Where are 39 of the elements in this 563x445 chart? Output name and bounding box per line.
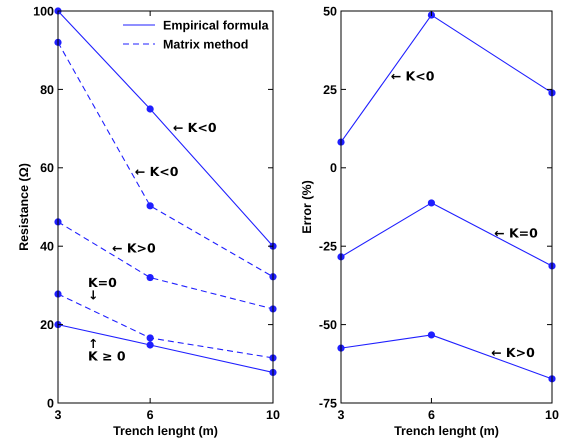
y-tick-label: -25 [318, 240, 338, 254]
x-axis-title: Trench lenght (m) [394, 424, 499, 438]
y-axis-title: Error (%) [300, 180, 314, 234]
x-tick-label: 3 [338, 408, 345, 422]
point [146, 105, 154, 113]
y-tick-label: 40 [40, 240, 54, 254]
x-axis-title: Trench lenght (m) [113, 424, 218, 438]
point [146, 341, 154, 349]
point [146, 334, 154, 342]
y-tick-label: 100 [33, 4, 54, 18]
annotation: ↑ K ≥ 0 [88, 336, 126, 364]
annotation: ← K<0 [390, 68, 435, 84]
legend-label: Empirical formula [163, 18, 270, 32]
x-tick-label: 10 [266, 408, 280, 422]
y-tick-label: -50 [318, 318, 338, 332]
y-tick-label: 20 [40, 318, 54, 332]
x-tick-label: 10 [545, 408, 559, 422]
y-tick-label: 0 [330, 161, 338, 176]
annotation: K=0 ↓ [88, 274, 118, 302]
annotation: ← K>0 [112, 240, 156, 256]
annotation: ← K=0 [494, 225, 538, 240]
y-tick-label: 50 [323, 4, 338, 18]
point [146, 274, 154, 282]
y-tick-label: -75 [318, 396, 338, 410]
annotation: ← K<0 [134, 164, 179, 180]
y-tick-label: 80 [40, 82, 54, 97]
annotation: ← K>0 [491, 345, 536, 360]
point [428, 331, 436, 339]
point [146, 202, 154, 210]
annotation: ← K<0 [172, 120, 217, 136]
y-tick-label: 0 [47, 396, 54, 410]
x-tick-label: 3 [54, 408, 62, 422]
y-tick-label: 25 [323, 82, 338, 97]
x-tick-label: 6 [428, 408, 435, 422]
y-tick-label: 60 [40, 161, 54, 176]
legend-label: Matrix method [163, 37, 248, 52]
x-tick-label: 6 [146, 408, 154, 422]
y-axis-title: Resistance (Ω) [17, 163, 31, 251]
point [428, 199, 436, 207]
